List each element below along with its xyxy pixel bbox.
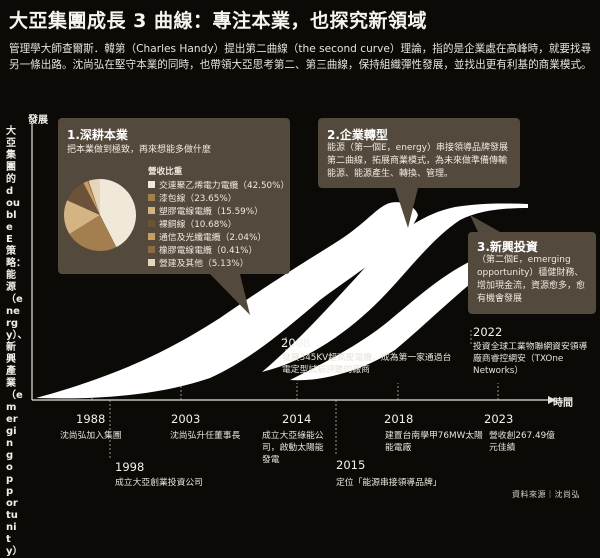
box-emerging: 3.新興投資 （第二個E，emerging opportunity）穩健財務、增… [468, 232, 596, 314]
growth-curve-1 [36, 202, 418, 399]
box-transformation: 2.企業轉型 能源（第一個E，energy）串接領導品牌發展第二曲線，拓展商業模… [318, 118, 520, 188]
timeline-event: 沈尚弘加入集團 [60, 431, 122, 441]
legend-item: 交連聚乙烯電力電纜（42.50%） [148, 178, 289, 191]
legend-label: 營建及其他（5.13%） [159, 259, 249, 269]
legend-swatch [148, 259, 155, 266]
box-transform-desc: 能源（第一個E，energy）串接領導品牌發展第二曲線，拓展商業模式，為未來做準… [327, 143, 509, 179]
revenue-legend-title: 營收比重 [148, 167, 183, 177]
y-axis-label: 發展 [28, 115, 48, 126]
timeline-event: 成立大亞綠能公司，啟動太陽能發電 [262, 431, 324, 465]
timeline-event: 成立大亞創業投資公司 [115, 478, 203, 488]
legend-item: 裸銅線（10.68%） [148, 217, 237, 230]
timeline-year: 2023 [484, 412, 514, 426]
legend-swatch [148, 220, 155, 227]
timeline-event: 建置台南學甲76MW太陽能電廠 [385, 431, 483, 453]
timeline-year: 2018 [384, 412, 414, 426]
timeline-year: 2003 [171, 412, 201, 426]
vertical-strategy-label: 大亞集團的double E策略：能源（energy）、新興產業（emerging… [6, 126, 28, 557]
pie-slice [67, 183, 100, 215]
revenue-pie-chart [64, 179, 136, 251]
box-emerging-title: 3.新興投資 [477, 240, 538, 254]
milestone-2022-text: 投資全球工業物聯網資安領導廠商睿控網安（TXOne Networks） [473, 342, 588, 376]
legend-label: 橡膠電線電纜（0.41%） [159, 246, 258, 256]
timeline-event: 定位「能源串接領導品牌」 [336, 478, 442, 488]
timeline-event: 營收創267.49億元佳績 [489, 431, 555, 453]
legend-item: 通信及光纖電纜（2.04%） [148, 230, 266, 243]
timeline-year: 1998 [115, 460, 145, 474]
timeline-event: 沈尚弘升任董事長 [170, 431, 241, 441]
callout-pointer-2 [395, 188, 418, 228]
legend-swatch [148, 207, 155, 214]
legend-label: 塑膠電線電纜（15.59%） [159, 207, 263, 217]
source-credit: 資料來源｜沈尚弘 [512, 490, 580, 499]
legend-swatch [148, 181, 155, 188]
milestone-2008-year: 2008 [281, 336, 311, 350]
pie-slice [64, 200, 100, 235]
box-transform-title: 2.企業轉型 [327, 128, 388, 142]
box-core-desc: 把本業做到極致，再來想能多做什麼 [67, 145, 212, 155]
pie-slice [100, 179, 136, 248]
x-axis-arrow [548, 396, 556, 404]
legend-swatch [148, 194, 155, 201]
milestone-2008-text: 發展345KV超高壓電纜，成為第一家通過台電定型試驗評鑑的廠商 [282, 353, 452, 375]
legend-swatch [148, 246, 155, 253]
legend-item: 營建及其他（5.13%） [148, 256, 249, 269]
callout-pointer-1 [210, 274, 250, 315]
page-title: 大亞集團成長 3 曲線：專注本業，也探究新領域 [9, 10, 427, 32]
pie-slice [87, 180, 100, 215]
legend-label: 交連聚乙烯電力電纜（42.50%） [159, 181, 290, 191]
legend-label: 通信及光纖電纜（2.04%） [159, 233, 267, 243]
pie-slice [83, 181, 100, 215]
legend-item: 橡膠電線電纜（0.41%） [148, 243, 257, 256]
pie-slice [88, 179, 100, 215]
milestone-2022-year: 2022 [473, 325, 503, 339]
growth-curve-2 [262, 203, 528, 372]
legend-swatch [148, 233, 155, 240]
legend-label: 漆包線（23.65%） [159, 194, 237, 204]
box-core-title: 1.深耕本業 [67, 128, 128, 142]
x-axis-label: 時間 [553, 398, 573, 409]
pie-slice [69, 215, 117, 251]
legend-item: 漆包線（23.65%） [148, 191, 237, 204]
legend-item: 塑膠電線電纜（15.59%） [148, 204, 263, 217]
timeline-year: 1988 [76, 412, 106, 426]
box-emerging-desc: （第二個E，emerging opportunity）穩健財務、增加現金流，資源… [477, 255, 586, 304]
legend-label: 裸銅線（10.68%） [159, 220, 237, 230]
timeline-year: 2014 [282, 412, 312, 426]
callout-pointer-3 [470, 215, 500, 232]
timeline-year: 2015 [336, 458, 366, 472]
intro-paragraph: 管理學大師查爾斯．韓第（Charles Handy）提出第二曲線（the sec… [9, 43, 592, 71]
